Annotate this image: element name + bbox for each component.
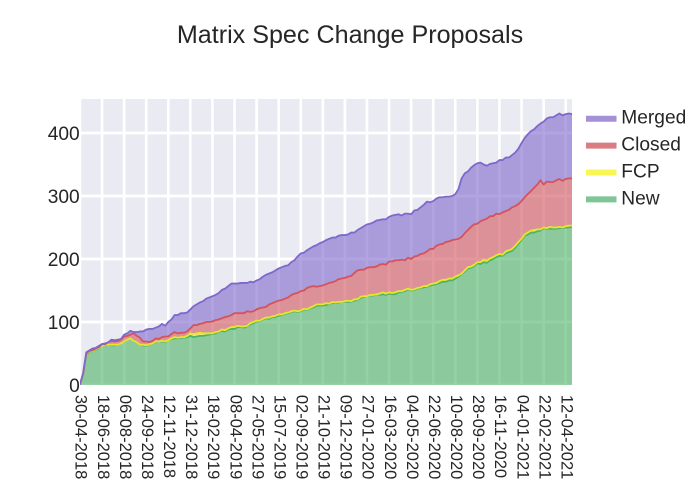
svg-text:31-12-2018: 31-12-2018 bbox=[182, 395, 201, 479]
svg-text:10-08-2020: 10-08-2020 bbox=[447, 395, 466, 479]
svg-text:12-11-2018: 12-11-2018 bbox=[160, 395, 179, 478]
svg-text:0: 0 bbox=[69, 376, 80, 397]
svg-text:30-04-2018: 30-04-2018 bbox=[72, 395, 91, 479]
svg-text:300: 300 bbox=[48, 187, 80, 208]
svg-text:Closed: Closed bbox=[621, 135, 681, 156]
svg-text:22-06-2020: 22-06-2020 bbox=[425, 395, 444, 479]
svg-text:400: 400 bbox=[48, 124, 80, 145]
svg-text:18-06-2018: 18-06-2018 bbox=[94, 395, 113, 479]
svg-text:100: 100 bbox=[48, 313, 80, 334]
svg-text:28-09-2020: 28-09-2020 bbox=[469, 395, 488, 479]
svg-text:Merged: Merged bbox=[621, 108, 686, 129]
svg-text:16-11-2020: 16-11-2020 bbox=[491, 395, 510, 478]
svg-text:200: 200 bbox=[48, 250, 80, 271]
svg-text:04-01-2021: 04-01-2021 bbox=[513, 395, 532, 479]
svg-text:12-04-2021: 12-04-2021 bbox=[557, 395, 576, 479]
svg-text:09-12-2019: 09-12-2019 bbox=[337, 395, 356, 479]
svg-text:08-04-2019: 08-04-2019 bbox=[226, 395, 245, 479]
svg-text:16-03-2020: 16-03-2020 bbox=[381, 395, 400, 479]
svg-text:04-05-2020: 04-05-2020 bbox=[403, 395, 422, 479]
svg-text:New: New bbox=[621, 188, 659, 209]
svg-text:21-10-2019: 21-10-2019 bbox=[315, 395, 334, 479]
svg-text:24-09-2018: 24-09-2018 bbox=[138, 395, 157, 479]
svg-text:06-08-2018: 06-08-2018 bbox=[116, 395, 135, 479]
svg-text:27-01-2020: 27-01-2020 bbox=[359, 395, 378, 479]
svg-text:27-05-2019: 27-05-2019 bbox=[248, 395, 267, 479]
svg-text:FCP: FCP bbox=[621, 161, 659, 182]
svg-text:Matrix Spec Change Proposals: Matrix Spec Change Proposals bbox=[177, 21, 523, 49]
svg-text:15-07-2019: 15-07-2019 bbox=[270, 395, 289, 479]
svg-text:18-02-2019: 18-02-2019 bbox=[204, 395, 223, 479]
svg-text:02-09-2019: 02-09-2019 bbox=[292, 395, 311, 479]
svg-text:22-02-2021: 22-02-2021 bbox=[535, 395, 554, 479]
